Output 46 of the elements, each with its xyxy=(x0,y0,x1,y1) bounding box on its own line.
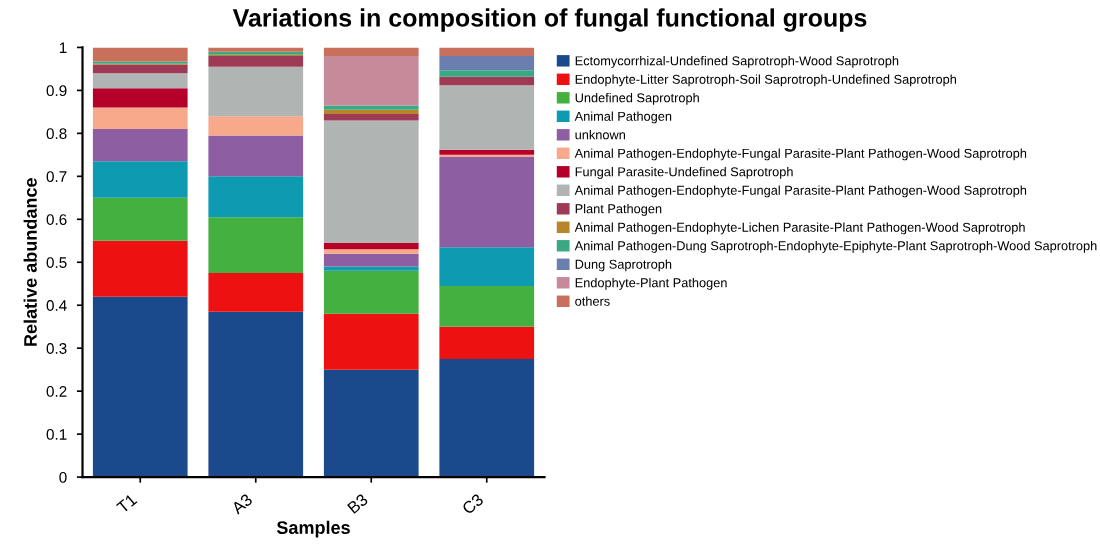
bar xyxy=(92,197,188,241)
bar xyxy=(208,116,304,136)
bar xyxy=(92,47,188,62)
bar xyxy=(439,56,535,71)
bar xyxy=(323,109,419,115)
bar xyxy=(92,161,188,198)
bar xyxy=(439,47,535,57)
x-tick-label: A3 xyxy=(230,493,254,515)
bar xyxy=(208,135,304,177)
bar xyxy=(92,129,188,162)
bar xyxy=(323,56,419,106)
y-axis-title: Relative abundance xyxy=(23,178,37,346)
bar xyxy=(92,88,188,108)
bar xyxy=(323,253,419,267)
bar xyxy=(439,285,535,327)
bar xyxy=(92,296,188,478)
bar xyxy=(323,313,419,370)
bar xyxy=(208,311,304,478)
bar xyxy=(323,114,419,121)
bar xyxy=(323,120,419,243)
bar xyxy=(208,176,304,218)
bar xyxy=(92,107,188,130)
x-axis-title: Samples xyxy=(276,520,350,538)
bar xyxy=(439,247,535,286)
bar xyxy=(208,217,304,273)
bar xyxy=(92,73,188,89)
bar xyxy=(323,270,419,314)
bar xyxy=(439,76,535,86)
bar xyxy=(323,369,419,478)
bar xyxy=(208,56,304,67)
bar xyxy=(92,240,188,297)
bar xyxy=(208,273,304,312)
bar xyxy=(439,156,535,248)
bar xyxy=(92,64,188,74)
bar xyxy=(439,149,535,155)
bar xyxy=(439,85,535,150)
bar xyxy=(323,242,419,250)
chart-title: Variations in composition of fungal functional groups xyxy=(232,8,867,32)
bar xyxy=(439,326,535,359)
bar xyxy=(439,358,535,478)
x-tick-label: B3 xyxy=(346,493,369,514)
x-tick-label: T1 xyxy=(116,493,138,514)
bar xyxy=(323,47,419,57)
x-tick-label: C3 xyxy=(461,493,485,515)
bar xyxy=(208,66,304,117)
bar xyxy=(439,70,535,77)
